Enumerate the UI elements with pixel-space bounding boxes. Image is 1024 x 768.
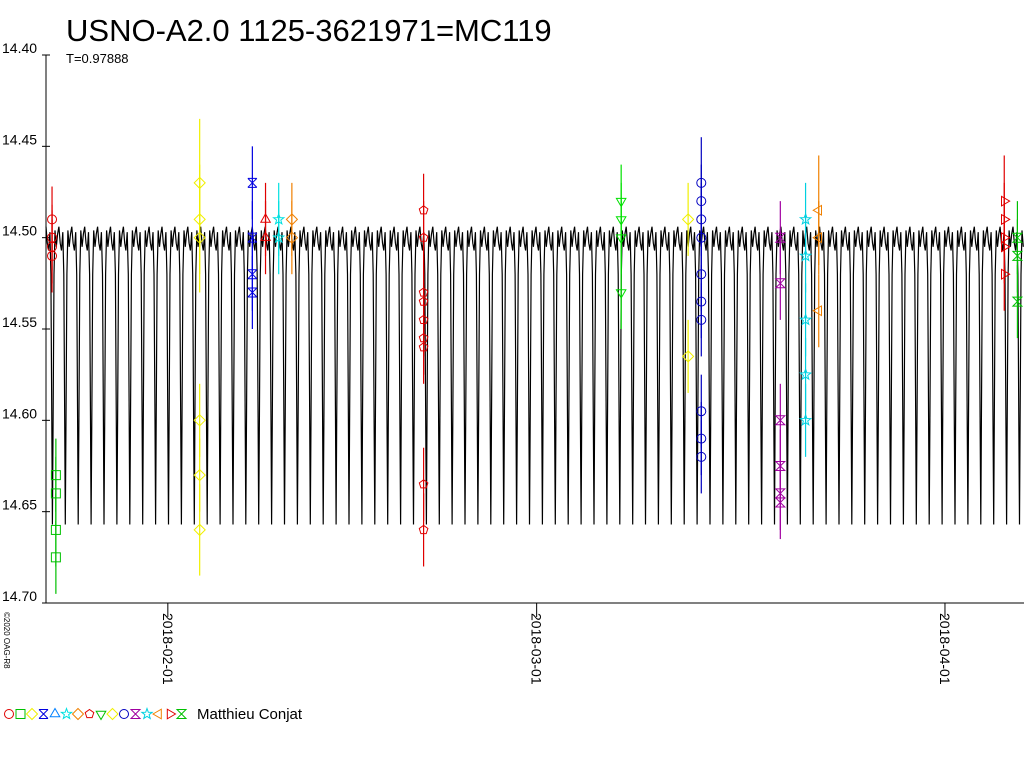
marker	[1001, 213, 1011, 226]
chart-title: USNO-A2.0 1125-3621971=MC119	[66, 13, 552, 48]
marker	[119, 709, 129, 719]
marker	[4, 709, 14, 719]
marker	[285, 231, 299, 244]
marker	[681, 213, 695, 226]
marker	[193, 414, 206, 427]
marker	[1011, 232, 1024, 243]
marker	[84, 708, 95, 719]
legend-symbols	[4, 706, 188, 721]
y-tick-label: 14.60	[2, 405, 37, 421]
y-tick-label: 14.45	[2, 131, 37, 147]
marker	[418, 232, 429, 242]
marker	[152, 708, 162, 720]
marker	[418, 342, 429, 352]
marker	[25, 707, 39, 721]
marker	[247, 287, 258, 298]
observer-name: Matthieu Conjat	[197, 706, 303, 723]
marker	[696, 451, 707, 462]
x-tick-label: 2018-03-01	[529, 613, 545, 685]
copyright: ©2020 OAG-R8	[2, 612, 11, 669]
period-label: T=0.97888	[66, 51, 129, 66]
marker	[247, 177, 258, 188]
marker	[193, 231, 206, 244]
marker	[272, 230, 286, 244]
y-tick-label: 14.55	[2, 314, 37, 330]
marker	[696, 314, 707, 325]
y-tick-label: 14.50	[2, 223, 37, 239]
marker	[774, 415, 787, 426]
marker	[1001, 195, 1011, 207]
marker	[1011, 250, 1024, 261]
marker	[798, 248, 813, 262]
marker	[774, 497, 787, 508]
marker	[15, 709, 26, 719]
marker	[50, 552, 61, 563]
x-tick-label: 2018-04-01	[937, 613, 953, 685]
y-tick-label: 14.65	[2, 497, 37, 513]
marker	[812, 204, 822, 216]
marker	[166, 708, 177, 720]
marker	[798, 367, 813, 381]
marker	[812, 232, 822, 244]
marker	[106, 707, 119, 721]
marker	[193, 523, 206, 537]
marker	[774, 232, 787, 243]
marker	[681, 350, 695, 363]
marker	[59, 706, 74, 720]
marker	[798, 312, 813, 326]
marker	[1001, 232, 1011, 244]
marker	[774, 278, 787, 289]
marker	[38, 709, 49, 719]
model-curve	[45, 226, 1024, 525]
marker	[259, 231, 272, 241]
marker	[418, 479, 429, 489]
marker	[615, 289, 627, 300]
marker	[129, 709, 142, 719]
y-tick-label: 14.70	[2, 588, 37, 604]
marker	[1001, 241, 1011, 253]
marker	[418, 524, 429, 535]
marker	[1001, 268, 1011, 280]
marker	[49, 707, 61, 718]
marker	[175, 709, 188, 719]
marker	[812, 305, 822, 317]
y-tick-label: 14.40	[2, 40, 37, 56]
marker	[774, 461, 787, 471]
marker	[798, 413, 813, 427]
marker	[193, 468, 206, 482]
marker	[1011, 296, 1024, 307]
x-tick-label: 2018-02-01	[160, 613, 176, 685]
marker	[47, 250, 58, 261]
marker	[140, 706, 154, 720]
marker	[95, 710, 107, 721]
marker	[71, 707, 85, 721]
marker	[615, 234, 627, 245]
